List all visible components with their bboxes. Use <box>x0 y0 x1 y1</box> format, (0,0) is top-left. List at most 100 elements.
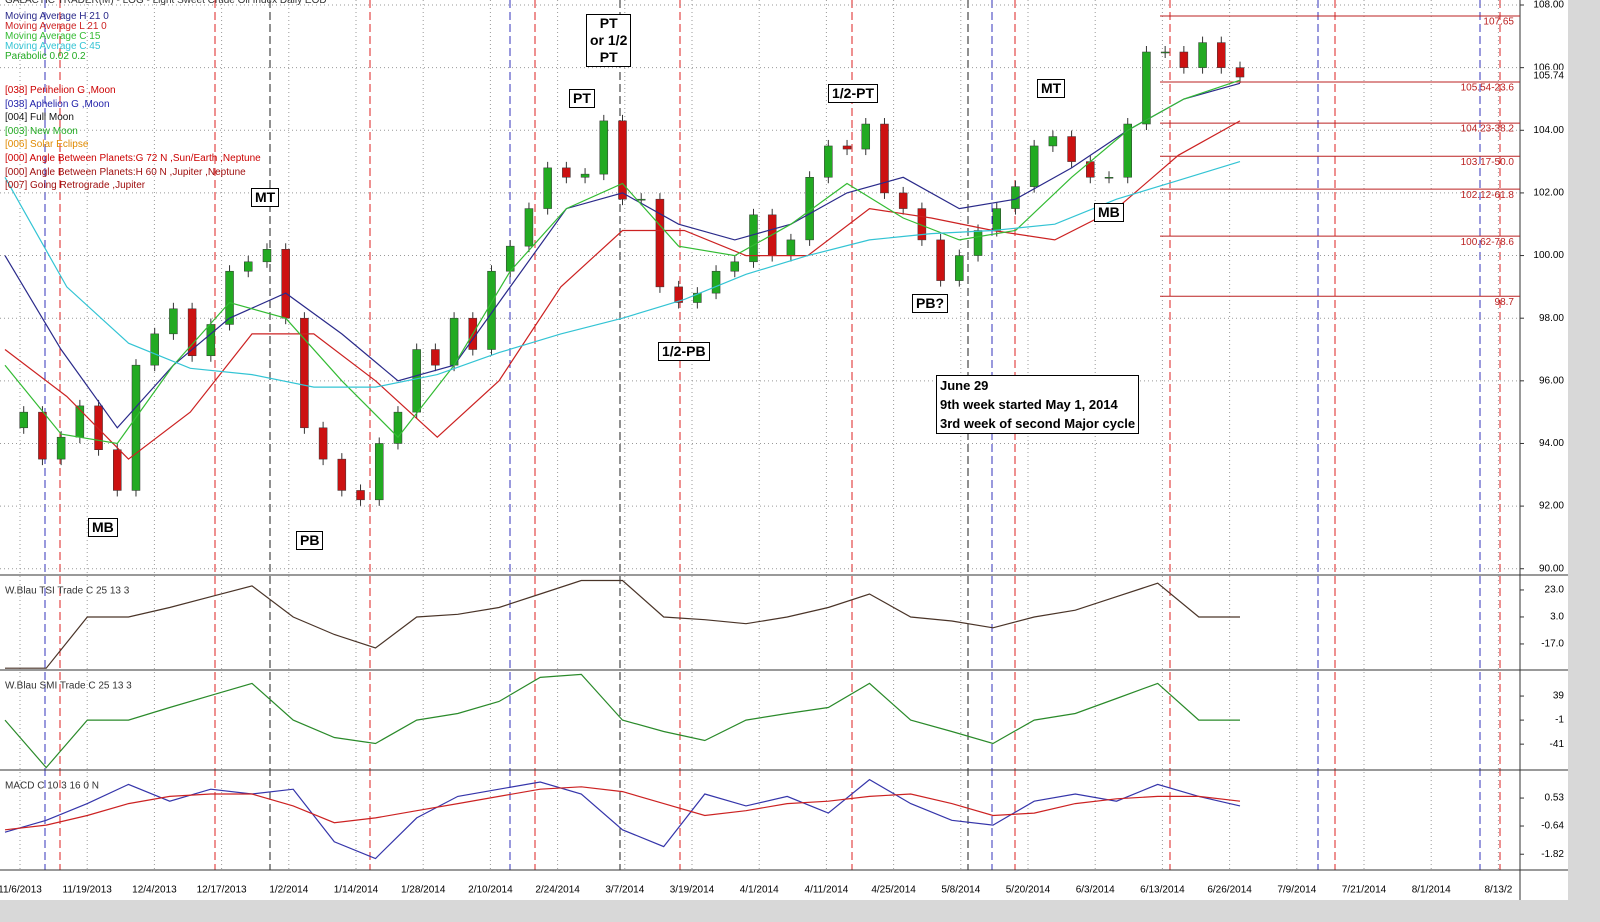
candle <box>225 270 234 325</box>
candle <box>636 198 646 201</box>
legend-item: Moving Average C 15 <box>5 31 101 42</box>
plot-bg <box>0 0 1568 900</box>
y-tick-label: -17.0 <box>1541 639 1564 650</box>
fib-label: 100.62-78.6 <box>1461 237 1515 248</box>
x-tick-label: 6/13/2014 <box>1140 885 1185 896</box>
annotation: MT <box>251 188 280 207</box>
candle <box>431 349 440 366</box>
last-price: 105.74 <box>1533 70 1564 81</box>
x-tick-label: 7/21/2014 <box>1342 885 1387 896</box>
candle <box>412 349 421 413</box>
x-tick-label: 11/19/2013 <box>63 885 113 896</box>
x-tick-label: 3/7/2014 <box>605 885 644 896</box>
candle <box>992 208 1001 231</box>
candle <box>1048 136 1058 147</box>
legend-item: [006] Solar Eclipse <box>5 139 89 151</box>
series-line <box>4 786 1241 831</box>
series-line <box>5 579 1240 669</box>
candle <box>281 249 290 319</box>
candle <box>150 333 159 366</box>
annotation: MB <box>1094 203 1124 222</box>
x-tick-label: 7/9/2014 <box>1277 885 1316 896</box>
note-line: 3rd week of second Major cycle <box>940 416 1136 431</box>
annotation: PT or 1/2 PT <box>586 14 632 67</box>
candle <box>206 324 216 357</box>
annotation: PT <box>569 89 595 108</box>
candle <box>599 120 609 175</box>
annotation: PB? <box>912 294 948 313</box>
x-tick-label: 12/4/2013 <box>132 885 177 896</box>
x-tick-label: 4/1/2014 <box>740 885 779 896</box>
legend-item: Moving Average H 21 0 <box>5 11 109 22</box>
x-tick-label: 2/24/2014 <box>535 885 580 896</box>
x-tick-label: 8/13/2 <box>1484 885 1512 896</box>
candle <box>524 208 534 247</box>
candle <box>973 230 983 256</box>
note-line: June 29 <box>940 378 989 393</box>
fib-label: 103.17-50.0 <box>1461 157 1515 168</box>
candle <box>1217 42 1226 68</box>
candle <box>730 261 740 272</box>
y-tick-label: -1 <box>1555 715 1564 726</box>
candle <box>113 449 122 491</box>
annotation: MT <box>1037 79 1066 98</box>
y-tick-label: 92.00 <box>1539 501 1564 512</box>
legend-item: Parabolic 0.02 0.2 <box>5 51 86 62</box>
note-line: 9th week started May 1, 2014 <box>940 397 1118 412</box>
candle <box>824 145 833 178</box>
candle <box>1123 123 1132 178</box>
y-tick-label: 104.00 <box>1533 125 1564 136</box>
y-tick-label: -41 <box>1550 739 1565 750</box>
fib-label: 104.23-38.2 <box>1461 124 1515 135</box>
y-tick-label: 0.53 <box>1545 793 1565 804</box>
legend-item: [007] Going Retrograde ,Jupiter <box>5 180 146 192</box>
fib-label: 102.12-61.8 <box>1461 190 1515 201</box>
annotation: 1/2-PB <box>658 342 710 361</box>
candle <box>94 405 103 450</box>
legend-item: [000] Angle Between Planets:G 72 N ,Sun/… <box>5 153 261 164</box>
candle <box>693 292 702 303</box>
fib-label: 98.7 <box>1495 297 1515 308</box>
candle <box>187 308 197 357</box>
annotation-line: PT <box>599 49 618 65</box>
y-tick-label: 23.0 <box>1545 585 1565 596</box>
annotation: PB <box>296 531 324 550</box>
legend-item: [038] Perihelion G ,Moon <box>5 85 116 96</box>
x-tick-label: 4/25/2014 <box>871 885 916 896</box>
candle <box>449 317 459 366</box>
panel-title: W.Blau SMI Trade C 25 13 3 <box>5 681 132 692</box>
candle <box>842 145 852 150</box>
candle <box>337 458 347 491</box>
candle <box>1198 42 1207 68</box>
candle <box>1160 51 1170 54</box>
series-line <box>4 161 1241 388</box>
x-tick-label: 5/20/2014 <box>1006 885 1051 896</box>
series-line <box>4 82 1241 429</box>
candle <box>786 239 796 256</box>
legend-item: GALACTIC TRADER(M) - LOG - Light Sweet C… <box>5 0 327 6</box>
y-tick-label: 108.00 <box>1533 0 1564 11</box>
candle <box>262 249 272 263</box>
candle <box>131 364 141 491</box>
x-tick-label: 2/10/2014 <box>468 885 513 896</box>
y-tick-label: -0.64 <box>1541 821 1564 832</box>
candle <box>244 261 253 272</box>
candle <box>300 317 309 429</box>
series-line <box>4 79 1241 445</box>
candle <box>674 286 683 303</box>
annotation: MB <box>88 518 118 537</box>
series-line <box>4 120 1241 460</box>
candle <box>618 120 627 200</box>
series-line <box>4 778 1241 860</box>
candle <box>393 411 403 444</box>
candle <box>56 436 66 460</box>
fib-label: 105.54-23.6 <box>1461 83 1515 94</box>
candle <box>374 443 384 501</box>
candle <box>936 239 945 281</box>
x-tick-label: 1/28/2014 <box>401 885 446 896</box>
legend-item: Moving Average C 45 <box>5 41 101 52</box>
candle <box>1067 136 1076 162</box>
x-tick-label: 12/17/2013 <box>197 885 247 896</box>
